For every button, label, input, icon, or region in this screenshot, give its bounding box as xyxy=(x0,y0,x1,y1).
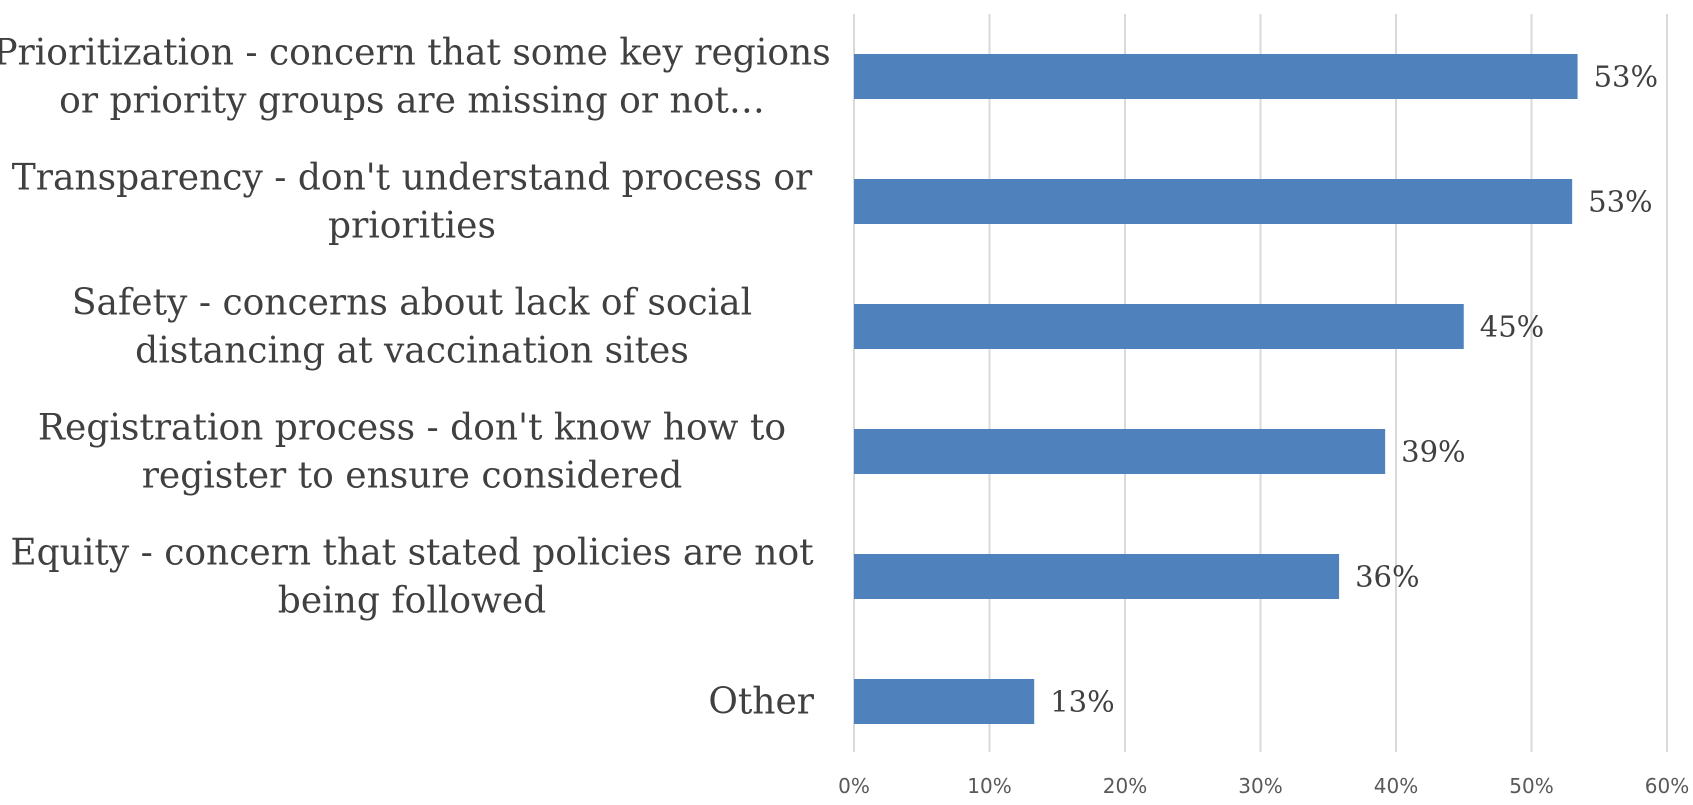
data-label-3: 39% xyxy=(1401,435,1465,469)
bar-3 xyxy=(854,429,1386,474)
category-label-5-line-0: Other xyxy=(708,682,814,723)
x-axis-tick-labels: 0% 10% 20% 30% 40% 50% 60% xyxy=(838,774,1689,798)
x-tick-label-0: 0% xyxy=(838,774,870,798)
category-label-3-line-1: register to ensure considered xyxy=(142,456,683,497)
category-label-2-line-0: Safety - concerns about lack of social xyxy=(72,283,752,324)
category-label-4-line-1: being followed xyxy=(278,581,546,622)
bars: 53% 53% 45% 39% 36% 13% xyxy=(854,54,1658,724)
data-label-1: 53% xyxy=(1588,185,1652,219)
x-tick-label-40: 40% xyxy=(1374,774,1418,798)
bar-4 xyxy=(854,554,1340,599)
bar-5 xyxy=(854,679,1035,724)
category-label-0-line-0: Prioritization - concern that some key r… xyxy=(0,33,831,74)
data-label-2: 45% xyxy=(1480,310,1544,344)
category-label-3-line-0: Registration process - don't know how to xyxy=(38,408,786,449)
category-label-1-line-1: priorities xyxy=(328,206,496,247)
bar-1 xyxy=(854,179,1573,224)
category-label-0-line-1: or priority groups are missing or not… xyxy=(59,81,765,122)
category-labels: Prioritization - concern that some key r… xyxy=(0,33,831,723)
category-label-3: Registration process - don't know how to… xyxy=(38,408,786,497)
category-label-2: Safety - concerns about lack of social di… xyxy=(72,283,752,372)
gridlines xyxy=(853,14,1668,752)
bar-2 xyxy=(854,304,1464,349)
x-tick-label-60: 60% xyxy=(1645,774,1689,798)
x-tick-label-10: 10% xyxy=(967,774,1011,798)
category-label-1: Transparency - don't understand process … xyxy=(12,158,813,247)
bar-0 xyxy=(854,54,1578,99)
category-label-1-line-0: Transparency - don't understand process … xyxy=(12,158,813,199)
category-label-4-line-0: Equity - concern that stated policies ar… xyxy=(10,533,814,574)
category-label-2-line-1: distancing at vaccination sites xyxy=(135,331,689,372)
x-tick-label-30: 30% xyxy=(1238,774,1282,798)
data-label-0: 53% xyxy=(1594,60,1658,94)
category-label-0: Prioritization - concern that some key r… xyxy=(0,33,831,122)
x-tick-label-50: 50% xyxy=(1509,774,1553,798)
data-label-5: 13% xyxy=(1050,685,1114,719)
x-tick-label-20: 20% xyxy=(1103,774,1147,798)
data-label-4: 36% xyxy=(1355,560,1419,594)
category-label-5: Other xyxy=(708,682,814,723)
category-label-4: Equity - concern that stated policies ar… xyxy=(10,533,814,622)
